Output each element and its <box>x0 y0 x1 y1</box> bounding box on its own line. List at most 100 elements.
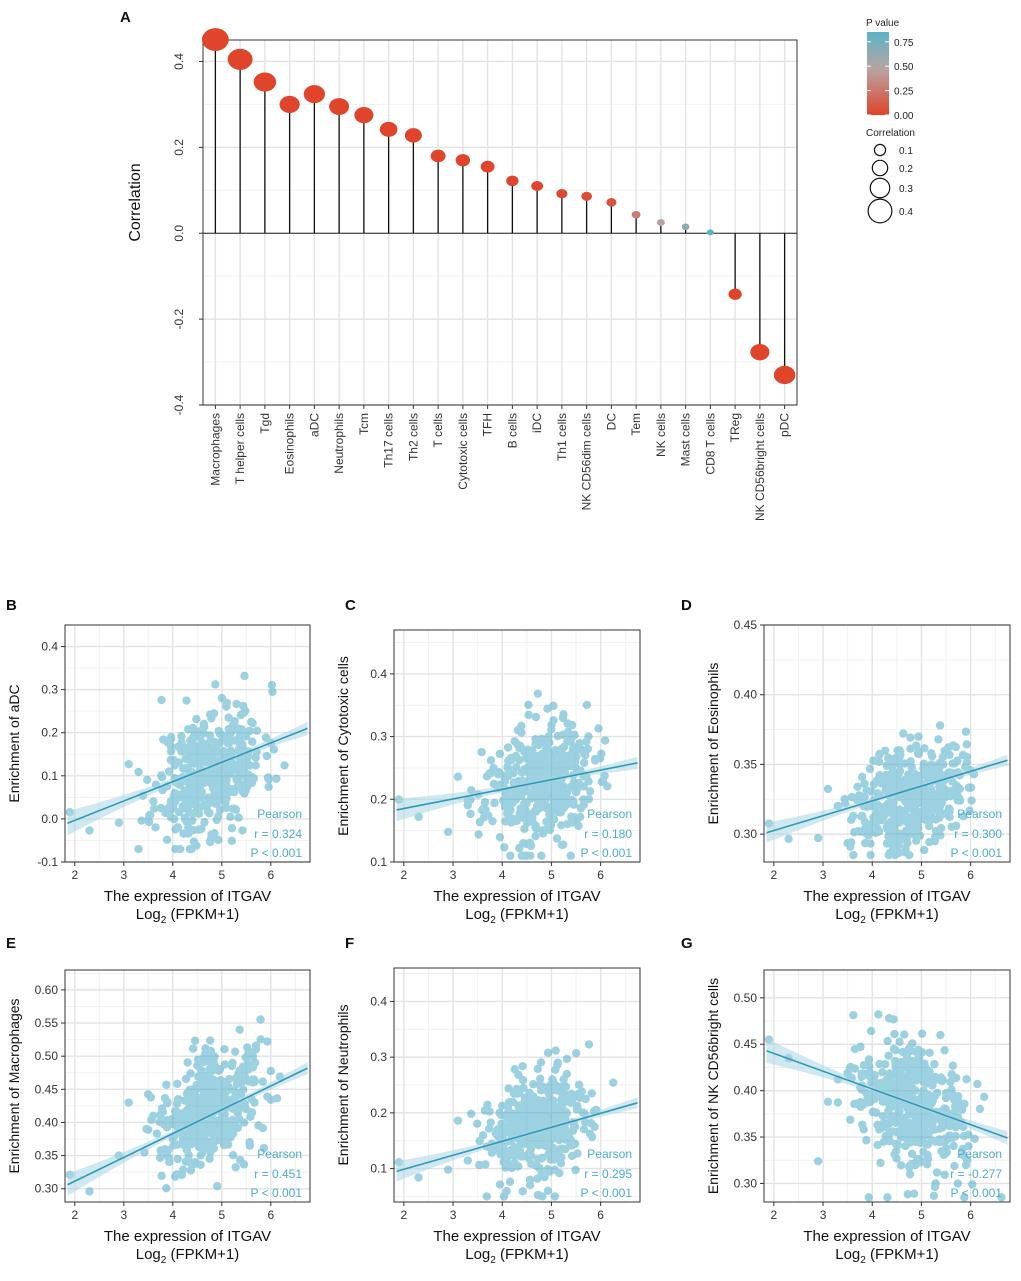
scatter-point <box>157 1171 166 1181</box>
x-axis-title: The expression of ITGAV <box>433 888 600 905</box>
confidence-band <box>67 721 308 836</box>
scatter-point <box>189 1160 199 1169</box>
x-axis-subtitle: Log2 (FPKM+1) <box>835 1246 939 1266</box>
scatter-point <box>535 1074 545 1084</box>
scatter-point <box>235 1025 244 1034</box>
y-tick-label: 0.2 <box>41 726 58 740</box>
scatter-point <box>866 850 875 860</box>
stat-r: r = -0.277 <box>950 1167 1002 1181</box>
scatter-point <box>900 1030 909 1039</box>
stat-p: P < 0.001 <box>951 1186 1003 1200</box>
scatter-point <box>208 749 218 758</box>
lollipop-dot <box>227 48 253 70</box>
scatter-point <box>574 1080 584 1089</box>
scatter-point <box>501 817 510 826</box>
scatter-point <box>937 1147 946 1156</box>
y-tick-label: 0.3 <box>370 730 387 744</box>
plot-frame <box>202 39 798 406</box>
scatter-point <box>252 726 262 735</box>
y-tick-label: 0.55 <box>35 1016 59 1030</box>
scatter-point <box>190 1036 200 1045</box>
scatter-point <box>549 753 558 762</box>
y-axis-title: Enrichment of NK CD56bright cells <box>705 978 721 1194</box>
scatter-point <box>537 851 546 860</box>
scatter-point <box>226 768 235 777</box>
plot-frame <box>393 629 641 863</box>
scatter-point <box>866 1068 875 1078</box>
x-tick-label: 6 <box>597 1208 604 1222</box>
scatter-point <box>876 1158 885 1168</box>
scatter-point <box>143 1090 153 1099</box>
scatter-point <box>496 1150 505 1159</box>
scatter-point <box>249 774 259 783</box>
y-tick-label: 0.2 <box>370 1106 387 1120</box>
scatter-point <box>479 813 489 822</box>
scatter-point <box>535 1163 544 1173</box>
x-tick-label: 6 <box>967 1208 974 1222</box>
x-axis-subtitle: Log2 (FPKM+1) <box>136 1246 240 1266</box>
scatter-point <box>823 784 833 794</box>
size-legend-label: 0.3 <box>899 184 913 195</box>
scatter-point <box>215 1095 224 1104</box>
scatter-point <box>538 1153 547 1162</box>
log-label: Log <box>835 1246 860 1263</box>
y-axis-title: Enrichment of Neutrophils <box>335 1004 351 1165</box>
panel-label: G <box>681 935 693 952</box>
scatter-point <box>887 769 896 778</box>
scatter-point <box>860 824 870 833</box>
lollipop-dot <box>581 191 593 201</box>
scatter-point <box>582 737 591 746</box>
scatter-point <box>864 1055 874 1064</box>
scatter-point <box>220 1060 230 1069</box>
stat-p: P < 0.001 <box>251 846 303 860</box>
scatter-point <box>914 824 923 833</box>
scatter-point <box>895 766 905 776</box>
scatter-point <box>495 749 505 759</box>
scatter-point <box>890 1029 899 1039</box>
lollipop-dot <box>750 344 770 361</box>
y-tick-label: 0.60 <box>35 983 59 997</box>
scatter-point <box>493 770 503 779</box>
colorbar-tick-label: 0.75 <box>894 38 914 49</box>
scatter-point <box>256 1015 265 1024</box>
scatter-point <box>538 826 548 835</box>
y-tick-label: 0.30 <box>734 1176 758 1190</box>
log-label: Log <box>136 906 161 923</box>
lollipop-dot <box>404 128 422 143</box>
x-tick-label: Th17 cells <box>382 413 396 468</box>
y-tick-label: 0.35 <box>734 1130 758 1144</box>
scatter-point <box>237 1078 246 1087</box>
y-axis-title: Correlation <box>127 163 144 241</box>
scatter-point <box>875 1125 884 1134</box>
scatter-point <box>266 1066 275 1076</box>
stat-method: Pearson <box>587 807 632 821</box>
scatter-point <box>181 1074 191 1084</box>
scatter-point <box>258 1077 268 1086</box>
lollipop-dot <box>279 95 300 113</box>
scatter-point <box>518 1076 528 1085</box>
scatter-point <box>905 850 914 860</box>
regression-line <box>67 1067 308 1186</box>
scatter-point <box>572 785 581 795</box>
stat-p: P < 0.001 <box>251 1186 303 1200</box>
scatter-point <box>489 779 499 789</box>
scatter-point <box>504 1084 513 1093</box>
scatter-point <box>563 819 572 829</box>
scatter-point <box>256 1035 265 1044</box>
scatter-point <box>911 1086 920 1095</box>
scatter-point <box>149 797 158 806</box>
scatter-point <box>192 714 201 724</box>
scatter-point <box>519 811 528 820</box>
scatter-point <box>895 1037 904 1046</box>
scatter-point <box>205 742 214 752</box>
scatter-point <box>170 1107 180 1116</box>
x-tick-label: TReg <box>728 413 742 442</box>
scatter-point <box>524 763 534 773</box>
scatter-point <box>134 844 143 854</box>
size-legend-circle <box>873 143 887 157</box>
scatter-point <box>414 1173 423 1182</box>
scatter-point <box>183 725 193 734</box>
y-tick-label: 0.4 <box>370 994 387 1008</box>
scatter-point <box>964 783 973 792</box>
